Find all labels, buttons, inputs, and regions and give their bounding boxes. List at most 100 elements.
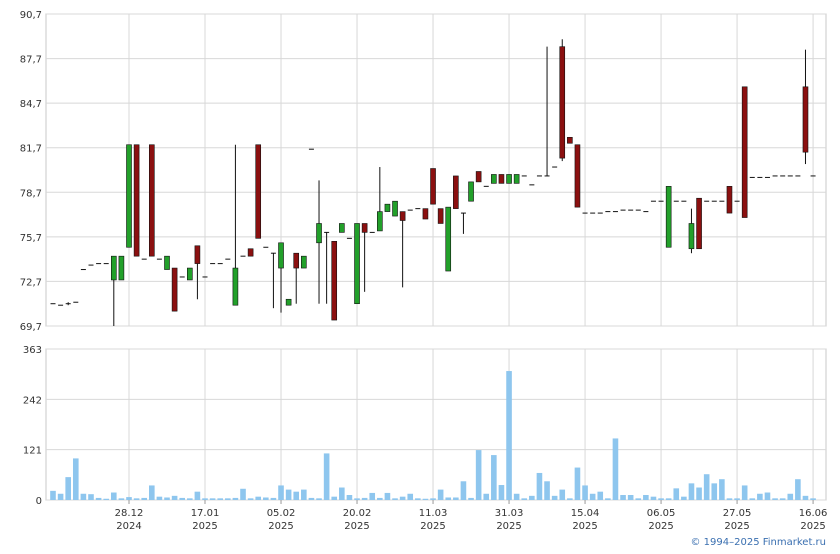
volume-bar xyxy=(551,495,558,500)
volume-bar xyxy=(323,453,330,500)
volume-bar xyxy=(339,487,345,500)
volume-bar xyxy=(316,498,322,500)
volume-bar xyxy=(430,498,436,500)
volume-bar xyxy=(513,493,520,500)
volume-bar xyxy=(407,493,414,500)
volume-bar xyxy=(217,498,224,500)
candle-body xyxy=(377,211,383,232)
volume-bar xyxy=(308,497,315,500)
volume-bar xyxy=(726,498,733,500)
volume-bar xyxy=(802,495,809,500)
volume-bar xyxy=(605,498,611,500)
candle-body xyxy=(559,46,566,159)
volume-bar xyxy=(88,494,94,500)
volume-bar xyxy=(384,492,391,500)
volume-bar xyxy=(681,496,687,500)
candle-body xyxy=(164,255,170,270)
candle-body xyxy=(422,208,429,220)
candle-body xyxy=(126,144,132,248)
x-tick-label: 05.02 xyxy=(267,508,296,519)
volume-bar xyxy=(810,498,816,500)
x-tick-label: 11.03 xyxy=(419,508,448,519)
volume-bar xyxy=(688,483,695,500)
y-tick-label: 87,7 xyxy=(20,55,42,66)
volume-bar xyxy=(696,487,702,500)
volume-bar xyxy=(194,491,201,500)
x-tick-label: 27.05 xyxy=(723,508,752,519)
candle-body xyxy=(361,223,368,233)
candle-body xyxy=(384,203,391,212)
volume-bar xyxy=(521,498,528,500)
candle-body xyxy=(331,241,338,321)
volume-bar xyxy=(346,495,353,500)
volume-bar xyxy=(65,477,71,500)
y-tick-label: 78,7 xyxy=(20,188,42,199)
volume-bar xyxy=(460,481,467,500)
x-tick-label: 06.05 xyxy=(647,508,676,519)
volume-bar xyxy=(787,493,794,500)
candle-body xyxy=(665,186,672,248)
x-tick-label: 20.02 xyxy=(343,508,372,519)
volume-bar xyxy=(597,491,604,500)
candle-body xyxy=(194,245,201,264)
x-tick-label: 17.01 xyxy=(191,508,220,519)
candle-body xyxy=(491,174,497,184)
candle-body xyxy=(354,223,360,305)
volume-bar xyxy=(179,497,186,500)
candle-body xyxy=(741,86,748,218)
candle-body xyxy=(187,267,193,281)
volume-bar xyxy=(544,481,550,500)
volume-bar xyxy=(658,498,664,500)
volume-bar xyxy=(369,492,376,500)
volume-bar xyxy=(255,496,262,500)
volume-bar xyxy=(719,479,725,500)
volume-bar xyxy=(361,497,368,500)
x-tick-sublabel: 2025 xyxy=(800,521,825,532)
candle-body xyxy=(247,248,254,257)
volume-bar xyxy=(582,485,588,500)
volume-bar xyxy=(278,485,284,500)
volume-bar xyxy=(270,497,277,500)
volume-bar xyxy=(171,495,178,500)
volume-bar xyxy=(232,497,239,500)
candle-body xyxy=(285,298,292,306)
candle-body xyxy=(445,206,452,272)
volume-bar xyxy=(445,497,452,500)
volume-bar xyxy=(650,496,657,500)
volume-bar xyxy=(620,495,626,500)
x-tick-sublabel: 2025 xyxy=(192,521,217,532)
y-tick-label: 0 xyxy=(36,496,42,507)
candle-body xyxy=(453,175,459,209)
candle-body xyxy=(688,223,695,250)
volume-bar xyxy=(711,483,718,500)
volume-bar xyxy=(741,485,748,500)
y-tick-label: 242 xyxy=(23,395,42,406)
x-tick-sublabel: 2025 xyxy=(648,521,673,532)
volume-bar xyxy=(202,498,208,500)
volume-bar xyxy=(110,492,117,500)
candle-body xyxy=(339,223,345,233)
volume-bar xyxy=(483,493,490,500)
volume-bar xyxy=(536,472,543,500)
y-tick-label: 72,7 xyxy=(20,277,42,288)
x-tick-sublabel: 2025 xyxy=(268,521,293,532)
volume-bar xyxy=(247,498,254,500)
plot-frame xyxy=(45,13,827,327)
volume-bar xyxy=(95,497,102,500)
x-tick-label: 16.06 xyxy=(799,508,828,519)
volume-bar xyxy=(301,489,307,500)
candle-body xyxy=(506,174,512,184)
x-tick-sublabel: 2024 xyxy=(116,521,141,532)
y-tick-label: 75,7 xyxy=(20,233,42,244)
candle-body xyxy=(293,252,300,269)
volume-bar xyxy=(627,495,634,500)
candle-body xyxy=(498,174,505,184)
volume-bar xyxy=(164,497,170,500)
volume-bar xyxy=(141,497,148,500)
candle-body xyxy=(278,242,284,269)
volume-bar xyxy=(468,497,474,500)
x-tick-sublabel: 2025 xyxy=(420,521,445,532)
volume-bar xyxy=(80,493,87,500)
volume-bar xyxy=(118,498,125,500)
